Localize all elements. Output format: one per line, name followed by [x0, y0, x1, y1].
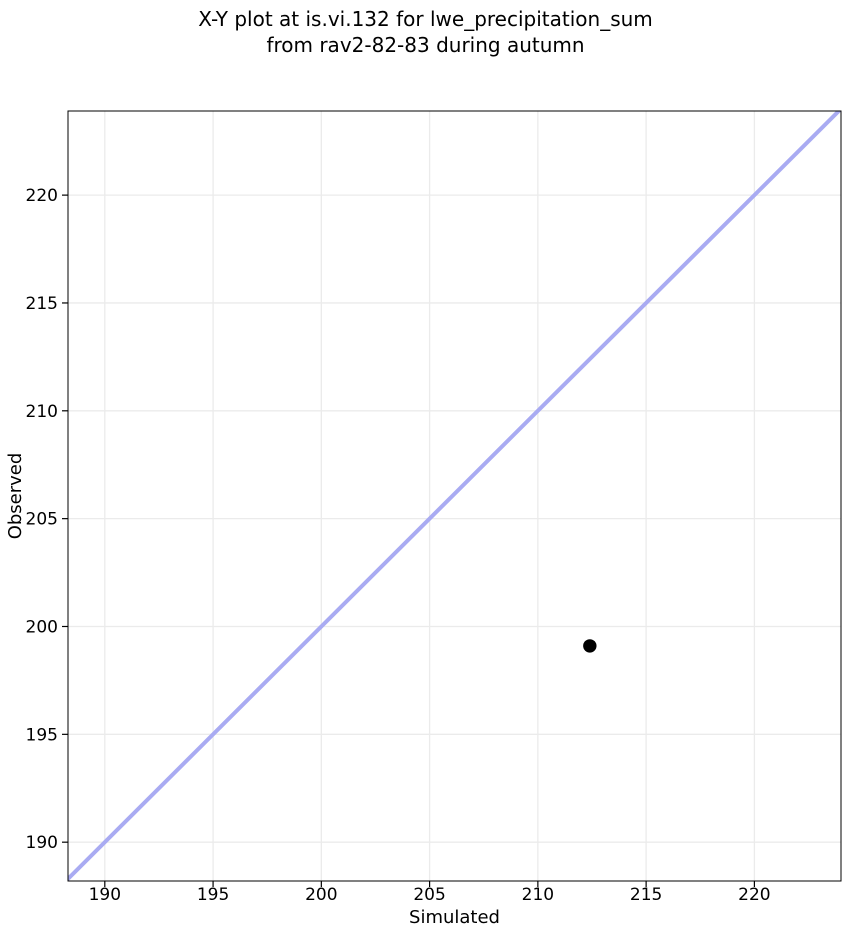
- y-tick-label: 215: [26, 294, 58, 314]
- scatter-points: [583, 639, 597, 653]
- x-tick-label: 195: [197, 885, 229, 905]
- x-tick-label: 200: [305, 885, 337, 905]
- x-tick-label: 205: [413, 885, 445, 905]
- x-axis-label: Simulated: [409, 907, 500, 928]
- y-tick-label: 220: [26, 186, 58, 206]
- x-tick-label: 220: [738, 885, 770, 905]
- x-tick-label: 190: [89, 885, 121, 905]
- data-point: [583, 639, 597, 653]
- grid-lines: [68, 111, 841, 881]
- identity-line: [68, 111, 841, 881]
- y-tick-label: 190: [26, 833, 58, 853]
- plot-border: [67, 110, 842, 882]
- y-tick-label: 195: [26, 725, 58, 745]
- x-tick-label: 215: [630, 885, 662, 905]
- y-tick-label: 205: [26, 510, 58, 530]
- y-tick-label: 200: [26, 617, 58, 637]
- chart-title-line-2: from rav2-82-83 during autumn: [266, 33, 584, 57]
- y-axis-label: Observed: [5, 453, 26, 540]
- axis-ticks: 190 195 200 205 210 215 220 190 195 200 205 210 215 2…: [26, 186, 771, 905]
- chart-title-line-1: X-Y plot at is.vi.132 for lwe_precipitat…: [198, 7, 653, 31]
- x-tick-label: 210: [522, 885, 554, 905]
- y-tick-label: 210: [26, 402, 58, 422]
